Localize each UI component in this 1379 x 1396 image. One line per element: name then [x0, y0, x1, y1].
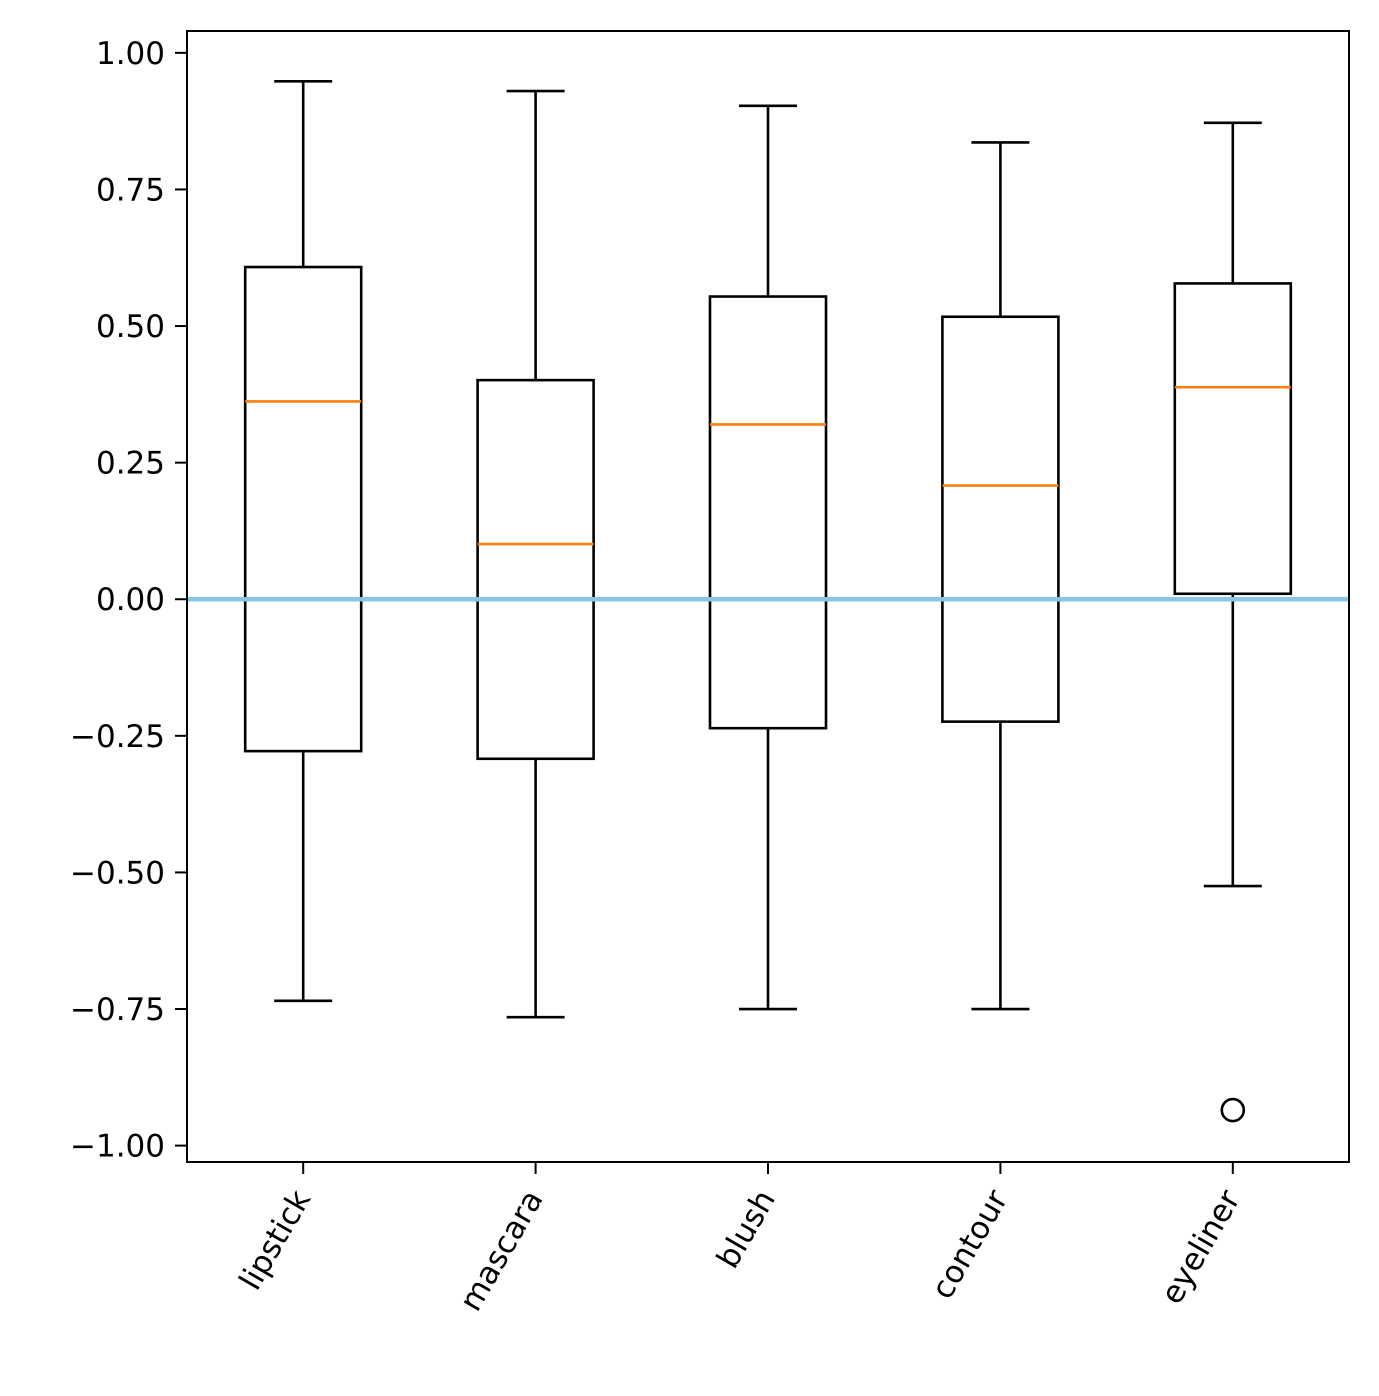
y-tick-label: −0.25 [70, 719, 165, 755]
iqr-box [243, 265, 363, 753]
outlier-point [1220, 1097, 1246, 1123]
y-tick-label: 0.00 [96, 582, 165, 618]
box-contour [941, 141, 1060, 1011]
iqr-box [1173, 282, 1293, 596]
box-mascara [476, 89, 595, 1019]
iqr-box [476, 378, 595, 761]
box-lipstick [243, 79, 363, 1003]
iqr-box [708, 295, 828, 730]
y-tick-label: 0.25 [96, 446, 165, 482]
plot-area [187, 79, 1349, 1123]
y-tick-label: 0.75 [96, 172, 165, 208]
y-tick-label: 1.00 [96, 36, 165, 72]
y-tick-label: −1.00 [70, 1129, 165, 1165]
y-tick-label: 0.50 [96, 309, 165, 345]
y-tick-label: −0.75 [70, 992, 165, 1028]
box-blush [708, 104, 828, 1011]
box-eyeliner [1173, 121, 1293, 1123]
y-tick-label: −0.50 [70, 855, 165, 891]
iqr-box [941, 315, 1060, 723]
